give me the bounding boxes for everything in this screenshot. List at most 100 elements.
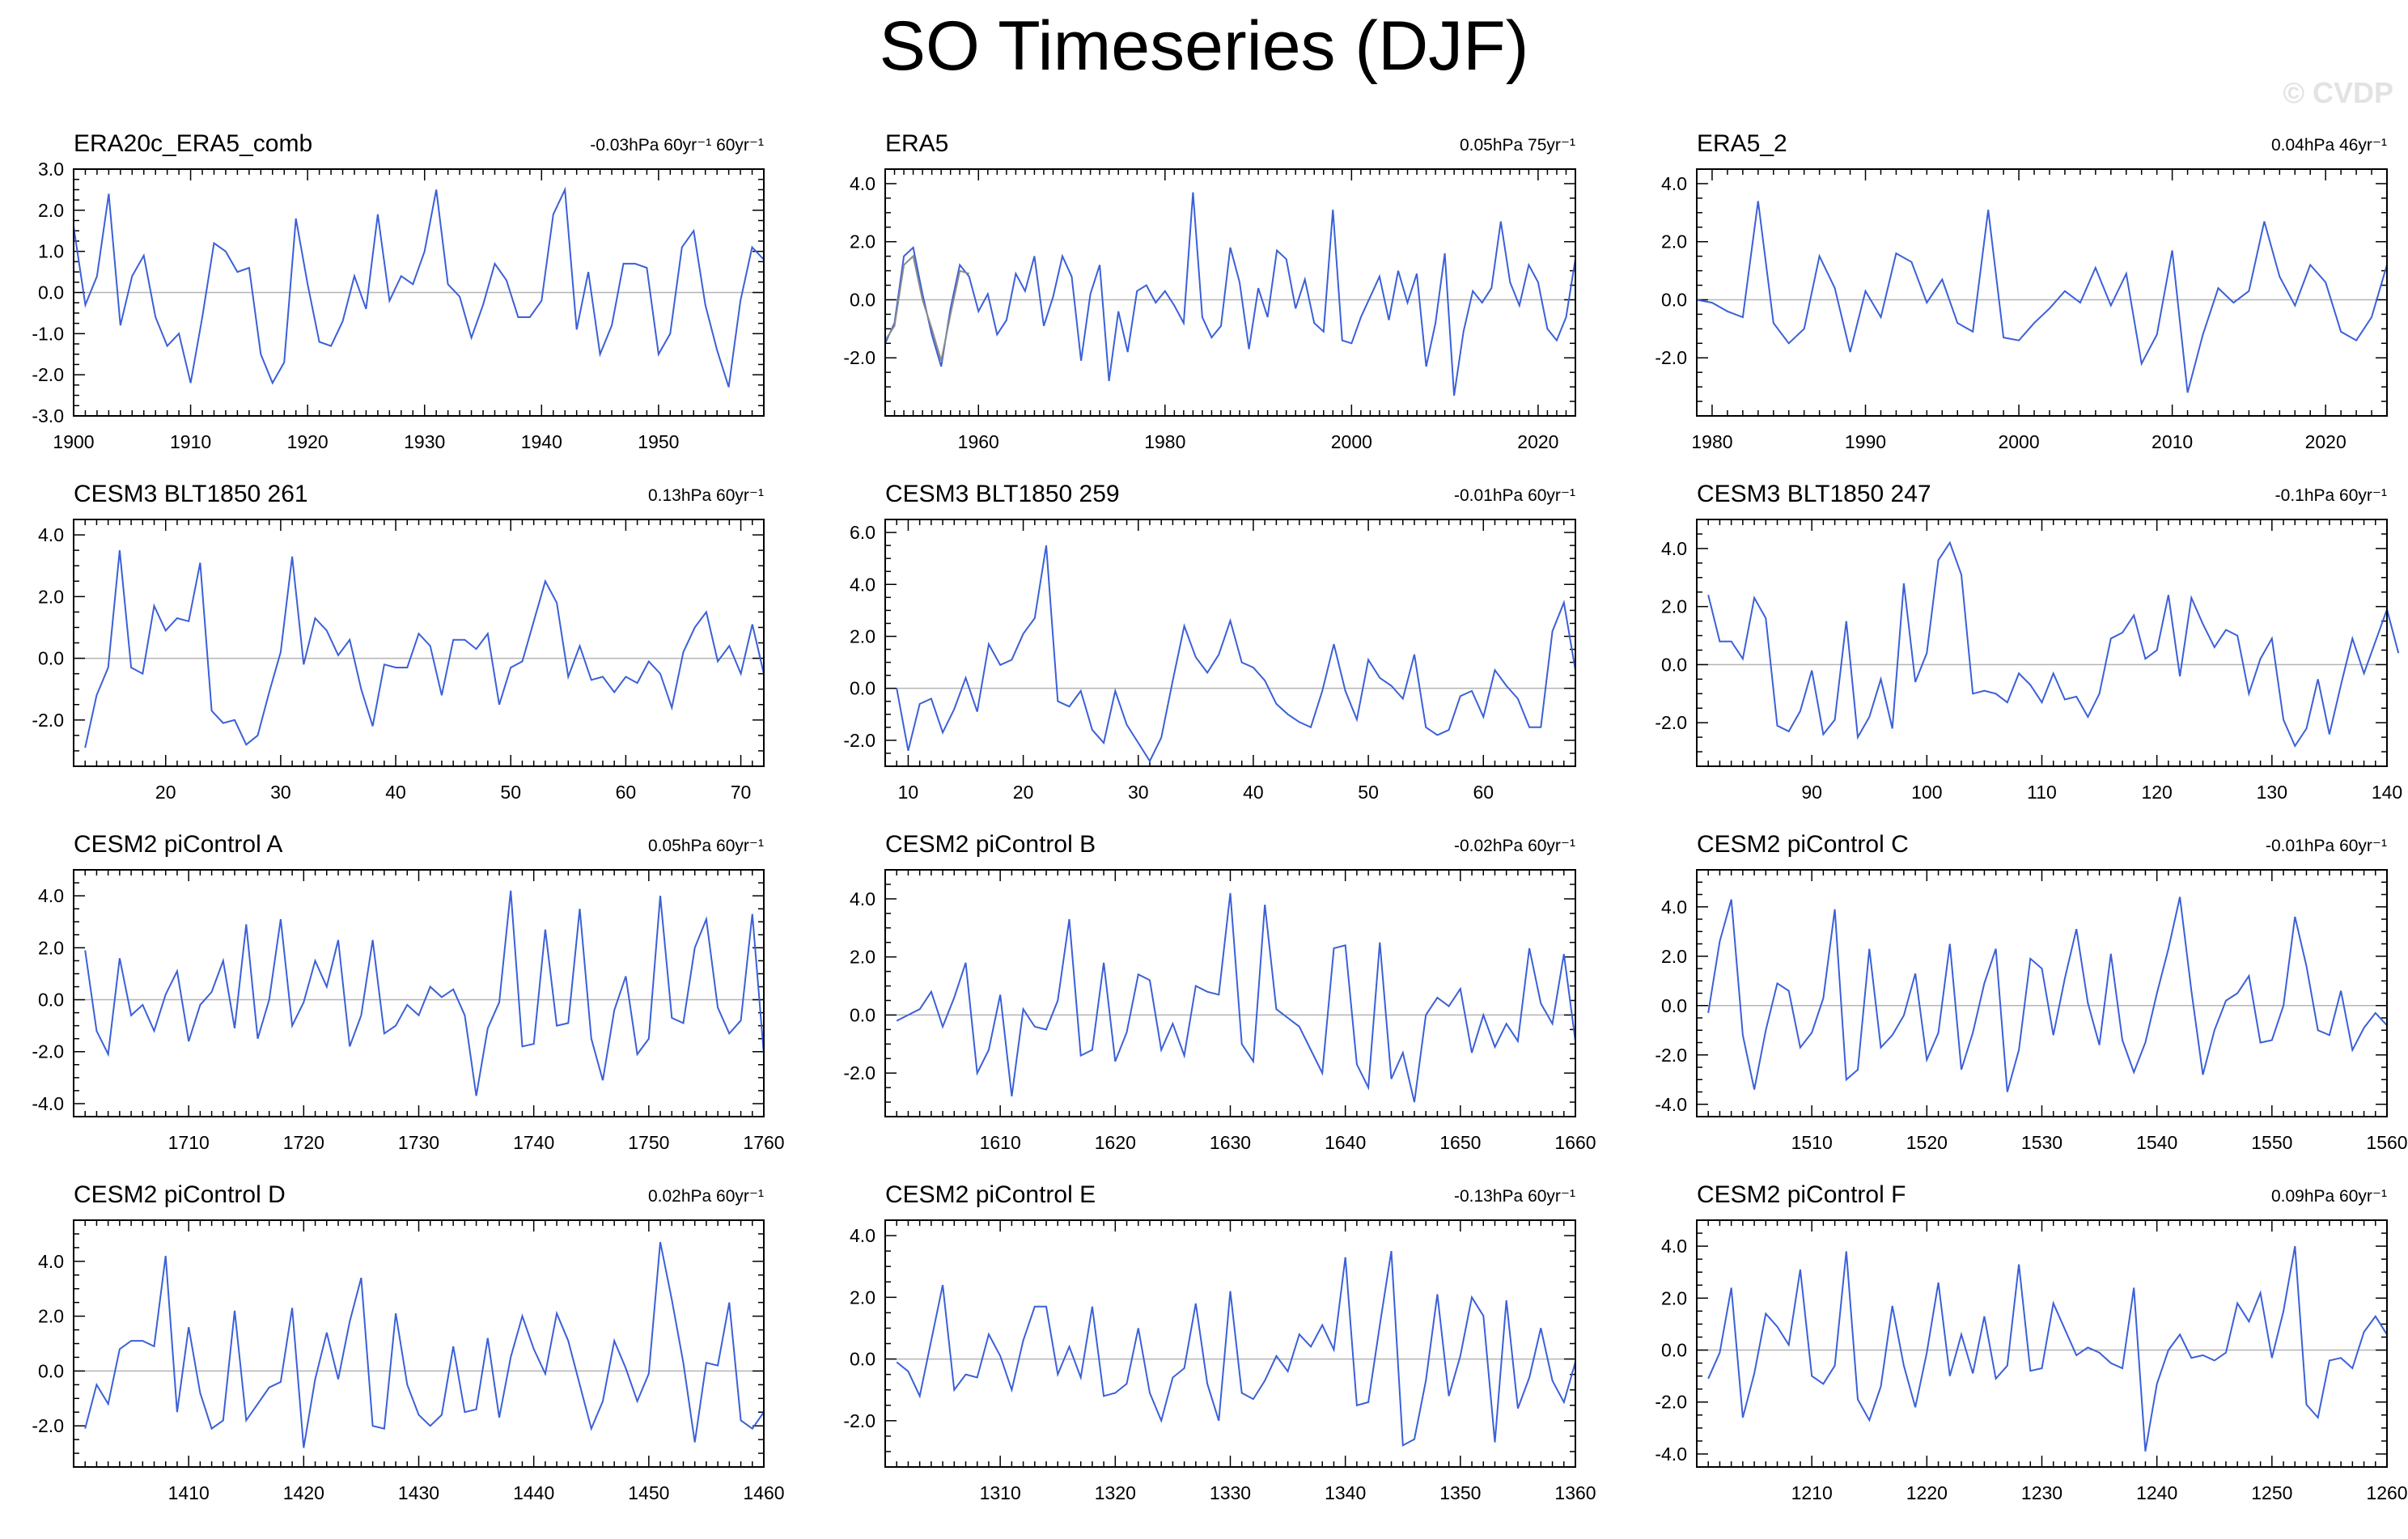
series-line xyxy=(1707,1245,2388,1452)
y-tick-label: 4.0 xyxy=(850,173,875,194)
x-tick-label: 1420 xyxy=(283,1482,324,1503)
y-tick-label: 2.0 xyxy=(1661,946,1687,967)
y-tick-label: 0.0 xyxy=(38,282,64,303)
trend-label: 0.09hPa 60yr⁻¹ xyxy=(2271,1187,2387,1206)
chart-panel: CESM3 BLT1850 259 -0.01hPa 60yr⁻¹ 10 20 30 40… xyxy=(843,481,1576,803)
trend-label: -0.02hPa 60yr⁻¹ xyxy=(1454,837,1575,855)
x-tick-label: 1610 xyxy=(980,1132,1021,1153)
x-tick-label: 50 xyxy=(500,782,521,803)
x-tick-label: 130 xyxy=(2257,782,2287,803)
plot-frame xyxy=(73,168,765,417)
series-line xyxy=(1696,201,2388,393)
y-tick-label: 2.0 xyxy=(38,200,64,221)
y-tick-label: 0.0 xyxy=(38,1360,64,1381)
y-tick-label: 0.0 xyxy=(850,1004,875,1025)
y-tick-label: -2.0 xyxy=(1655,347,1687,368)
panel-title: CESM3 BLT1850 247 xyxy=(1697,481,1931,507)
trend-label: 0.05hPa 75yr⁻¹ xyxy=(1460,136,1575,155)
y-tick-label: 4.0 xyxy=(38,524,64,545)
y-tick-label: 4.0 xyxy=(1661,897,1687,918)
panel-title: ERA5 xyxy=(885,130,948,157)
series-line xyxy=(1707,541,2400,748)
x-tick-label: 10 xyxy=(898,782,919,803)
x-tick-label: 1440 xyxy=(513,1482,554,1503)
x-tick-label: 1710 xyxy=(168,1132,210,1153)
plot-frame xyxy=(73,869,765,1117)
chart-panel: CESM2 piControl F 0.09hPa 60yr⁻¹ 1210 1220 1… xyxy=(1655,1181,2407,1503)
y-tick-label: 0.0 xyxy=(38,990,64,1011)
x-tick-label: 1310 xyxy=(980,1482,1021,1503)
x-tick-label: 60 xyxy=(616,782,637,803)
trend-label: 0.05hPa 60yr⁻¹ xyxy=(648,837,764,855)
y-tick-label: 2.0 xyxy=(850,625,875,647)
y-tick-label: 3.0 xyxy=(38,159,64,180)
x-tick-label: 1530 xyxy=(2021,1132,2062,1153)
chart-panel: CESM2 piControl D 0.02hPa 60yr⁻¹ 1410 1420 1… xyxy=(32,1181,784,1503)
x-tick-label: 1340 xyxy=(1325,1482,1366,1503)
chart-panel: CESM3 BLT1850 247 -0.1hPa 60yr⁻¹ 90 100 110 1… xyxy=(1655,481,2402,803)
x-tick-label: 1910 xyxy=(170,431,211,452)
x-tick-label: 1930 xyxy=(404,431,445,452)
x-tick-label: 1520 xyxy=(1906,1132,1948,1153)
plot-frame xyxy=(884,1219,1576,1468)
series-line xyxy=(84,1241,765,1448)
y-tick-label: 0.0 xyxy=(38,648,64,669)
x-tick-label: 40 xyxy=(385,782,406,803)
x-tick-label: 1460 xyxy=(743,1482,784,1503)
x-tick-label: 1550 xyxy=(2251,1132,2292,1153)
x-tick-label: 30 xyxy=(1128,782,1149,803)
x-tick-label: 1920 xyxy=(287,431,329,452)
trend-label: 0.13hPa 60yr⁻¹ xyxy=(648,486,764,505)
x-tick-label: 2000 xyxy=(1331,431,1372,452)
x-tick-label: 1900 xyxy=(53,431,94,452)
x-tick-label: 2010 xyxy=(2152,431,2193,452)
x-tick-label: 1630 xyxy=(1210,1132,1251,1153)
x-tick-label: 1990 xyxy=(1845,431,1886,452)
chart-panel: ERA20c_ERA5_comb -0.03hPa 60yr⁻¹ 60yr⁻¹ 19… xyxy=(32,130,765,452)
y-tick-label: 0.0 xyxy=(1661,654,1687,675)
x-tick-label: 100 xyxy=(1911,782,1942,803)
y-tick-label: 2.0 xyxy=(850,231,875,252)
x-tick-label: 1350 xyxy=(1439,1482,1481,1503)
y-tick-label: 0.0 xyxy=(1661,1340,1687,1361)
chart-panel: CESM2 piControl C -0.01hPa 60yr⁻¹ 1510 1520… xyxy=(1655,831,2407,1153)
plot-frame xyxy=(73,519,765,767)
plot-frame xyxy=(1696,1219,2388,1468)
x-tick-label: 1980 xyxy=(1691,431,1732,452)
page-title: SO Timeseries (DJF) xyxy=(879,7,1529,85)
x-tick-label: 1940 xyxy=(521,431,562,452)
y-tick-label: 0.0 xyxy=(850,1349,875,1370)
x-tick-label: 30 xyxy=(270,782,291,803)
x-tick-label: 1730 xyxy=(398,1132,439,1153)
y-tick-label: 2.0 xyxy=(1661,1287,1687,1308)
x-tick-label: 1240 xyxy=(2136,1482,2177,1503)
panel-title: CESM3 BLT1850 259 xyxy=(885,481,1120,507)
x-tick-label: 1960 xyxy=(958,431,999,452)
x-tick-label: 1410 xyxy=(168,1482,210,1503)
series-line xyxy=(896,892,1576,1103)
trend-label: -0.01hPa 60yr⁻¹ xyxy=(1454,486,1575,505)
x-tick-label: 60 xyxy=(1473,782,1494,803)
x-tick-label: 1560 xyxy=(2366,1132,2407,1153)
y-tick-label: 2.0 xyxy=(38,937,64,958)
plot-frame xyxy=(1696,168,2388,417)
plot-frame xyxy=(1696,519,2388,767)
y-tick-label: 4.0 xyxy=(850,888,875,909)
chart-panel: CESM2 piControl E -0.13hPa 60yr⁻¹ 1310 1320… xyxy=(843,1181,1596,1503)
chart-panel: CESM2 piControl B -0.02hPa 60yr⁻¹ 1610 1620… xyxy=(843,831,1596,1153)
panel-title: CESM2 piControl C xyxy=(1697,831,1909,858)
y-tick-label: 6.0 xyxy=(850,522,875,543)
x-tick-label: 50 xyxy=(1358,782,1379,803)
panel-title: CESM2 piControl F xyxy=(1697,1181,1906,1208)
y-tick-label: 4.0 xyxy=(38,1251,64,1272)
y-tick-label: 0.0 xyxy=(850,678,875,699)
x-tick-label: 1740 xyxy=(513,1132,554,1153)
y-tick-label: -2.0 xyxy=(843,1062,875,1083)
x-tick-label: 1220 xyxy=(1906,1482,1948,1503)
panel-title: CESM2 piControl A xyxy=(74,831,282,858)
panel-title: ERA20c_ERA5_comb xyxy=(74,130,312,157)
series-line xyxy=(84,550,765,748)
y-tick-label: -4.0 xyxy=(1655,1094,1687,1115)
